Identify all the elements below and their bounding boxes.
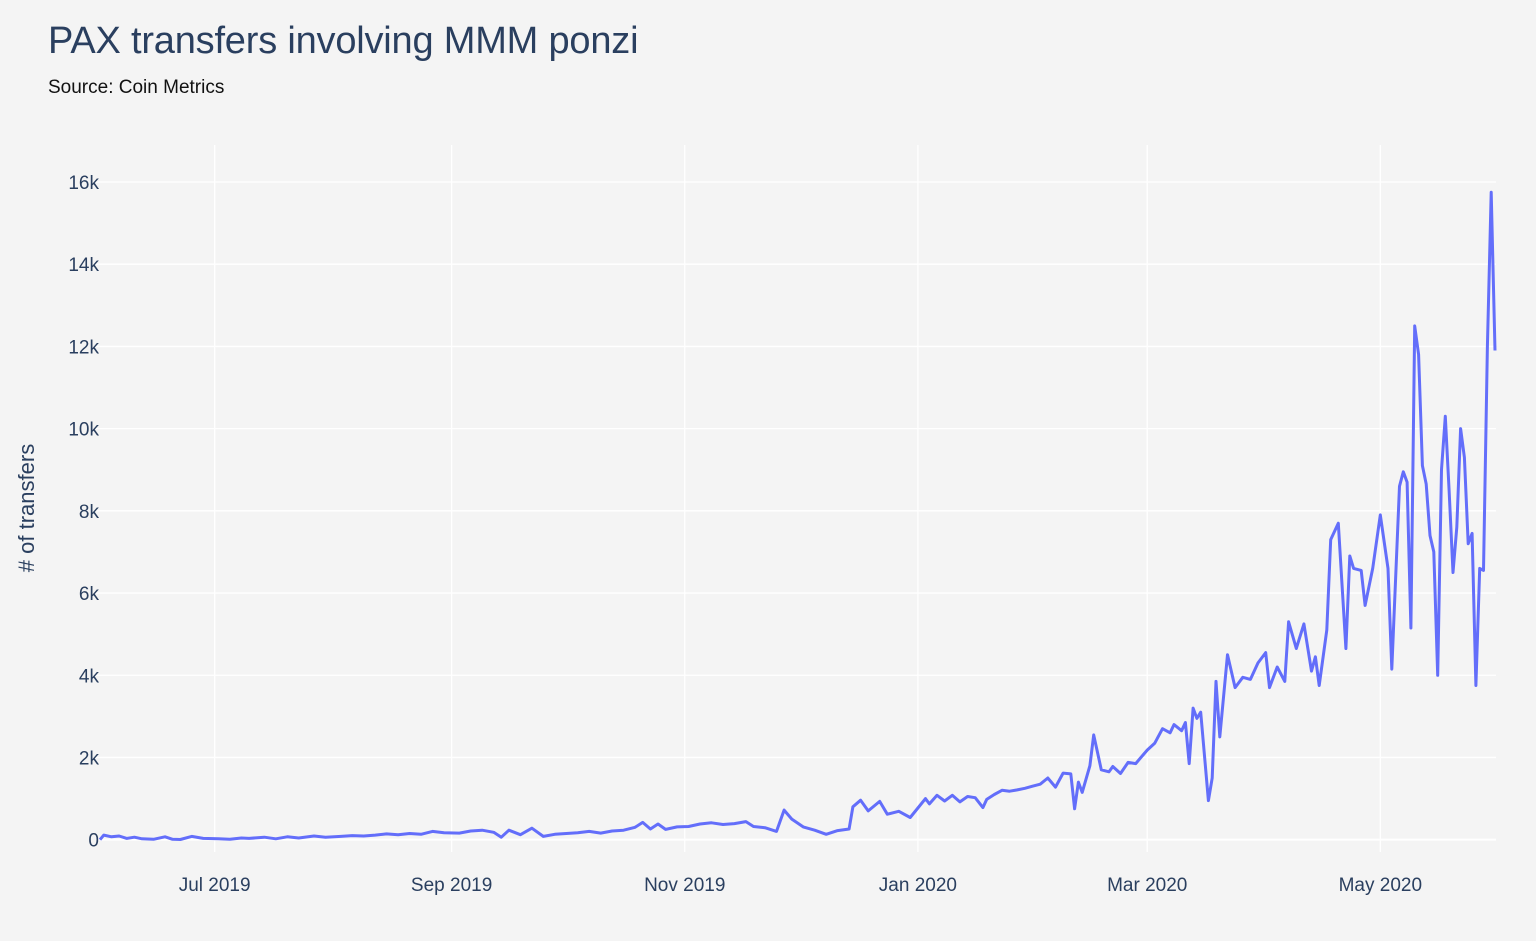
x-tick-label: May 2020 [1339, 875, 1422, 896]
y-tick-label: 14k [68, 255, 99, 276]
y-tick-label: 12k [68, 337, 99, 358]
x-axis-ticks: Jul 2019 Sep 2019 Nov 2019 Jan 2020 Mar 2020… [179, 875, 1422, 896]
x-tick-label: Sep 2019 [411, 875, 492, 896]
y-tick-label: 2k [79, 748, 100, 769]
x-tick-label: Nov 2019 [644, 875, 725, 896]
chart-subtitle: Source: Coin Metrics [48, 77, 225, 98]
y-tick-label: 0 [88, 831, 99, 852]
y-axis-ticks: 0 2k 4k 6k 8k 10k 12k 14k 16k [68, 173, 99, 852]
y-tick-label: 10k [68, 420, 99, 441]
y-tick-label: 16k [68, 173, 99, 194]
y-tick-label: 8k [79, 502, 100, 523]
y-tick-label: 6k [79, 584, 100, 605]
x-tick-label: Jul 2019 [179, 875, 251, 896]
y-tick-label: 4k [79, 666, 100, 687]
x-tick-label: Mar 2020 [1107, 875, 1187, 896]
series-line [98, 190, 1497, 841]
x-tick-label: Jan 2020 [879, 875, 957, 896]
chart-title: PAX transfers involving MMM ponzi [48, 20, 639, 62]
grid [96, 145, 1496, 852]
y-axis-title: # of transfers [14, 444, 39, 572]
